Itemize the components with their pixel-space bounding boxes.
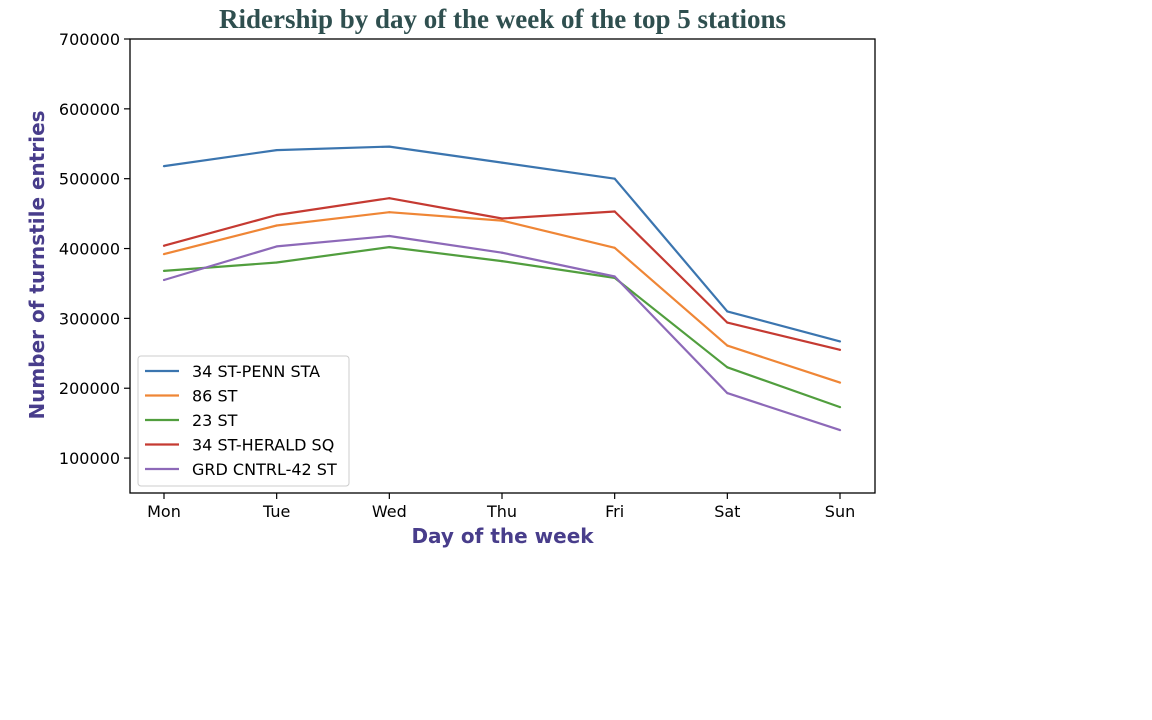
x-axis-label: Day of the week [411,524,594,548]
x-tick-label: Mon [147,502,181,521]
x-tick-label: Wed [372,502,407,521]
data-point [275,261,278,264]
data-point [838,348,842,351]
data-point [162,253,166,256]
data-point [162,278,166,282]
x-tick-label: Sat [714,502,740,521]
y-tick-label: 100000 [59,449,120,468]
data-point [500,161,504,164]
data-point [162,269,166,272]
legend-label: 23 ST [192,411,238,430]
data-point [838,429,842,432]
legend-label: 34 ST-PENN STA [192,362,320,381]
data-point [613,246,616,249]
y-axis-label: Number of turnstile entries [25,110,49,419]
data-point [500,251,504,254]
x-tick-label: Thu [486,502,517,521]
data-point [388,234,391,238]
y-tick-label: 600000 [59,100,120,119]
data-point [388,246,391,249]
x-tick-label: Tue [262,502,290,521]
data-point [613,275,616,278]
data-point [726,344,729,347]
data-point [162,244,166,247]
data-point [838,340,842,343]
y-tick-label: 300000 [59,309,120,328]
data-point [388,211,391,214]
plot-layer: 100000 200000 300000 400000 500000 600000 7000… [25,30,876,548]
data-point [275,224,278,227]
data-point [388,145,391,148]
data-point [838,405,842,409]
data-point [275,213,278,217]
x-tick-label: Fri [605,502,624,521]
data-point [726,366,729,369]
data-point [275,148,278,152]
data-point [500,217,504,220]
data-point [613,210,616,213]
data-point [838,381,842,384]
data-point [500,219,504,222]
legend-label: 86 ST [192,387,238,406]
legend-box [137,355,350,487]
y-tick-label: 700000 [59,30,120,49]
y-tick-label: 200000 [59,379,120,398]
x-tick-label: Sun [825,502,855,521]
data-point [388,197,391,200]
chart-title: Ridership by day of the week of the top … [218,4,787,34]
data-point [726,392,729,395]
data-point [275,245,278,248]
legend-label: GRD CNTRL-42 ST [192,460,337,479]
data-point [162,165,166,168]
data-point [726,310,729,313]
y-tick-label: 400000 [59,240,120,259]
series-line-1 [163,145,841,343]
legend-label: 34 ST-HERALD SQ [192,436,334,455]
data-point [726,321,729,324]
data-point [613,177,616,180]
data-point [500,260,504,263]
y-tick-label: 500000 [59,170,120,189]
